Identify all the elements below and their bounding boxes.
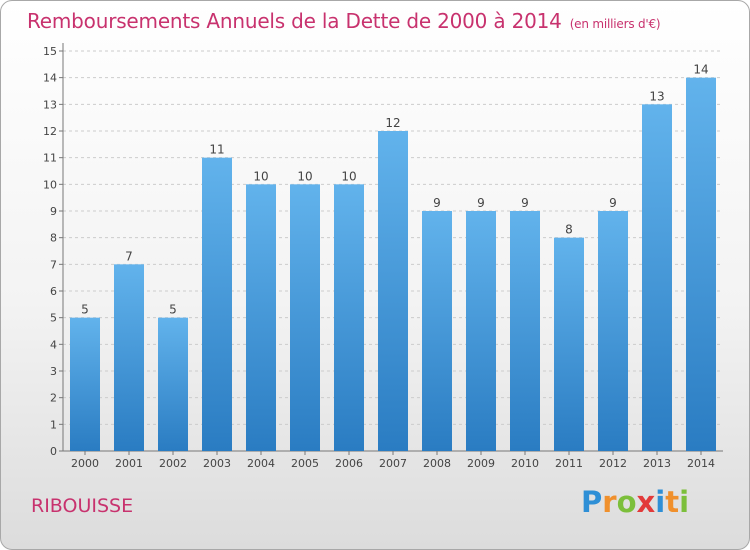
bar-2005 bbox=[290, 184, 320, 452]
y-tick-label: 1 bbox=[50, 418, 57, 431]
y-tick-label: 12 bbox=[43, 125, 57, 138]
y-tick-label: 8 bbox=[50, 232, 57, 245]
y-tick-label: 15 bbox=[43, 45, 57, 58]
bar-2002 bbox=[158, 317, 188, 451]
x-tick-label: 2011 bbox=[555, 457, 583, 470]
bar-2006 bbox=[334, 184, 364, 452]
bar-2014 bbox=[686, 77, 716, 452]
x-tick-label: 2002 bbox=[159, 457, 187, 470]
bar-value-label: 9 bbox=[477, 196, 485, 210]
bar-value-label: 13 bbox=[649, 89, 664, 103]
x-tick-label: 2014 bbox=[687, 457, 715, 470]
logo-letter: i bbox=[679, 485, 690, 519]
bar-value-label: 14 bbox=[693, 63, 708, 77]
logo-letter: t bbox=[665, 485, 680, 519]
x-tick-label: 2000 bbox=[71, 457, 99, 470]
bar-value-label: 9 bbox=[609, 196, 617, 210]
x-tick-label: 2003 bbox=[203, 457, 231, 470]
y-tick-label: 4 bbox=[50, 338, 57, 351]
bar-value-label: 8 bbox=[565, 223, 573, 237]
y-tick-label: 5 bbox=[50, 312, 57, 325]
chart-unit: (en milliers d'€) bbox=[569, 17, 661, 31]
proxiti-logo[interactable]: Proxiti bbox=[581, 485, 689, 519]
x-tick-label: 2012 bbox=[599, 457, 627, 470]
bar-2013 bbox=[642, 104, 672, 451]
bar-value-label: 11 bbox=[209, 143, 224, 157]
bar-value-label: 9 bbox=[521, 196, 529, 210]
x-tick-label: 2008 bbox=[423, 457, 451, 470]
x-tick-label: 2007 bbox=[379, 457, 407, 470]
logo-letter: i bbox=[655, 485, 666, 519]
x-tick-label: 2001 bbox=[115, 457, 143, 470]
bar-chart: 0123456789101112131415520007200152002112… bbox=[43, 43, 723, 470]
bar-2003 bbox=[202, 157, 232, 451]
x-tick-label: 2005 bbox=[291, 457, 319, 470]
x-tick-label: 2013 bbox=[643, 457, 671, 470]
bar-value-label: 10 bbox=[297, 169, 312, 183]
bar-value-label: 5 bbox=[81, 303, 89, 317]
bar-2010 bbox=[510, 211, 540, 451]
x-tick-label: 2009 bbox=[467, 457, 495, 470]
bar-value-label: 10 bbox=[253, 169, 268, 183]
commune-name: RIBOUISSE bbox=[31, 495, 134, 517]
bar-value-label: 7 bbox=[125, 249, 133, 263]
bar-2009 bbox=[466, 211, 496, 451]
logo-letter: P bbox=[581, 485, 603, 519]
logo-letter: o bbox=[616, 485, 637, 519]
bar-value-label: 5 bbox=[169, 303, 177, 317]
x-tick-label: 2006 bbox=[335, 457, 363, 470]
y-tick-label: 3 bbox=[50, 365, 57, 378]
x-tick-label: 2004 bbox=[247, 457, 275, 470]
y-tick-label: 10 bbox=[43, 178, 57, 191]
y-tick-label: 6 bbox=[50, 285, 57, 298]
bar-2000 bbox=[70, 317, 100, 451]
logo-letter: r bbox=[602, 485, 617, 519]
y-tick-label: 2 bbox=[50, 392, 57, 405]
chart-title: Remboursements Annuels de la Dette de 20… bbox=[27, 9, 661, 33]
chart-title-text: Remboursements Annuels de la Dette de 20… bbox=[27, 9, 562, 33]
bar-value-label: 9 bbox=[433, 196, 441, 210]
bar-value-label: 10 bbox=[341, 169, 356, 183]
bar-2004 bbox=[246, 184, 276, 452]
bar-value-label: 12 bbox=[385, 116, 400, 130]
y-tick-label: 0 bbox=[50, 445, 57, 458]
bar-2007 bbox=[378, 131, 408, 451]
y-tick-label: 13 bbox=[43, 98, 57, 111]
y-tick-label: 11 bbox=[43, 152, 57, 165]
logo-letter: x bbox=[636, 485, 656, 519]
bar-2012 bbox=[598, 211, 628, 451]
bar-2011 bbox=[554, 237, 584, 451]
y-tick-label: 14 bbox=[43, 72, 57, 85]
bar-2001 bbox=[114, 264, 144, 451]
y-tick-label: 9 bbox=[50, 205, 57, 218]
y-tick-label: 7 bbox=[50, 258, 57, 271]
bar-2008 bbox=[422, 211, 452, 451]
x-tick-label: 2010 bbox=[511, 457, 539, 470]
